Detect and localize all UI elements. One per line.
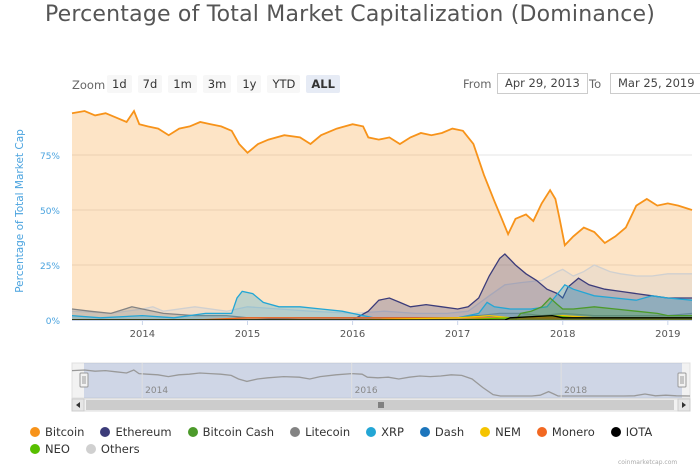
series-line-bitcoin (71, 109, 693, 248)
legend-item-nem[interactable]: NEM (480, 425, 521, 439)
series-line-bitcoin-cash (72, 297, 692, 321)
zoom-all-button[interactable]: ALL (306, 75, 340, 93)
zoom-7d-button[interactable]: 7d (137, 75, 163, 93)
x-tick-label: 2019 (655, 329, 680, 340)
y-axis-ticks: 0% 25% 50% 75% (40, 152, 60, 327)
x-tick-label: 2014 (130, 329, 155, 340)
x-tick-label: 2015 (235, 329, 260, 340)
navigator-tick-label: 2018 (564, 386, 587, 396)
legend-label: XRP (381, 425, 404, 439)
series-area-bitcoin (72, 111, 692, 320)
zoom-3m-button[interactable]: 3m (202, 75, 232, 93)
legend-marker-icon (536, 427, 547, 437)
legend-label: NEO (45, 442, 70, 456)
zoom-button-group: 1d 7d 1m 3m 1y YTD ALL (107, 75, 340, 93)
series-area-others (72, 265, 692, 320)
watermark: coinmarketcap.com (618, 459, 678, 466)
navigator-right-handle[interactable] (677, 372, 687, 388)
legend-marker-icon (610, 427, 621, 437)
legend-marker-icon (290, 427, 301, 437)
legend-label: Litecoin (305, 425, 351, 439)
legend-item-monero[interactable]: Monero (536, 425, 595, 439)
legend-marker-icon (366, 427, 377, 437)
y-tick-label: 75% (40, 152, 60, 162)
scroll-left-arrow-icon (76, 402, 80, 408)
from-label: From (463, 77, 492, 91)
navigator: 2014 2016 2018 (71, 362, 691, 412)
zoom-ytd-button[interactable]: YTD (267, 75, 301, 93)
legend-label: Ethereum (115, 425, 172, 439)
scroll-right-arrow-icon (682, 402, 686, 408)
legend-label: Monero (551, 425, 595, 439)
legend-item-iota[interactable]: IOTA (610, 425, 653, 439)
series-area-bitcoin-cash (72, 298, 692, 320)
y-tick-label: 0% (46, 317, 61, 327)
navigator-series-line (71, 369, 691, 397)
legend-marker-icon (187, 427, 198, 437)
x-tick-label: 2016 (340, 329, 365, 340)
legend-label: Dash (434, 425, 465, 439)
legend-item-others[interactable]: Others (85, 442, 140, 456)
navigator-selection (84, 363, 682, 398)
zoom-label: Zoom (72, 78, 106, 92)
legend-item-bitcoin[interactable]: Bitcoin (30, 425, 84, 439)
series-area-xrp (72, 284, 692, 320)
to-date-input[interactable]: Mar 25, 2019 (610, 73, 700, 94)
series-line-others (71, 264, 692, 315)
legend-marker-icon (30, 427, 40, 437)
zoom-1y-button[interactable]: 1y (237, 75, 262, 93)
navigator-left-handle[interactable] (79, 372, 89, 388)
legend-label: IOTA (625, 425, 653, 439)
navigator-tick-label: 2016 (355, 386, 378, 396)
legend-item-bitcoin-cash[interactable]: Bitcoin Cash (187, 425, 275, 439)
y-tick-label: 25% (40, 262, 60, 272)
legend-marker-icon (419, 427, 430, 437)
legend-marker-icon (480, 427, 491, 437)
legend-label: Bitcoin Cash (202, 425, 275, 439)
legend-item-xrp[interactable]: XRP (366, 425, 404, 439)
x-tick-label: 2018 (550, 329, 575, 340)
legend-item-neo[interactable]: NEO (30, 442, 70, 456)
to-label: To (589, 77, 602, 91)
x-axis-ticks: 2014 2015 2016 2017 2018 2019 (130, 320, 681, 340)
from-date-input[interactable]: Apr 29, 2013 (497, 73, 588, 94)
navigator-background (71, 362, 691, 399)
legend-label: Bitcoin (45, 425, 85, 439)
y-tick-label: 50% (40, 207, 60, 217)
legend-label: Others (100, 442, 140, 456)
legend-item-dash[interactable]: Dash (419, 425, 465, 439)
x-tick-label: 2017 (445, 329, 470, 340)
legend-marker-icon (85, 444, 96, 454)
zoom-1m-button[interactable]: 1m (168, 75, 197, 93)
chart-title: Percentage of Total Market Capitalizatio… (44, 2, 656, 27)
series-line-ethereum (72, 253, 692, 321)
series-area-ethereum (72, 254, 692, 320)
chart-legend: Bitcoin Ethereum Bitcoin Cash Litecoin XRP Da… (30, 425, 690, 456)
legend-item-ethereum[interactable]: Ethereum (100, 425, 172, 439)
legend-marker-icon (30, 444, 40, 454)
legend-label: NEM (495, 425, 521, 439)
series-areas (71, 109, 693, 321)
zoom-1d-button[interactable]: 1d (107, 75, 132, 93)
legend-marker-icon (100, 427, 111, 437)
legend-item-litecoin[interactable]: Litecoin (290, 425, 350, 439)
scrollbar-thumb[interactable] (86, 400, 674, 410)
navigator-tick-label: 2014 (145, 386, 168, 396)
series-line-monero (72, 317, 692, 321)
